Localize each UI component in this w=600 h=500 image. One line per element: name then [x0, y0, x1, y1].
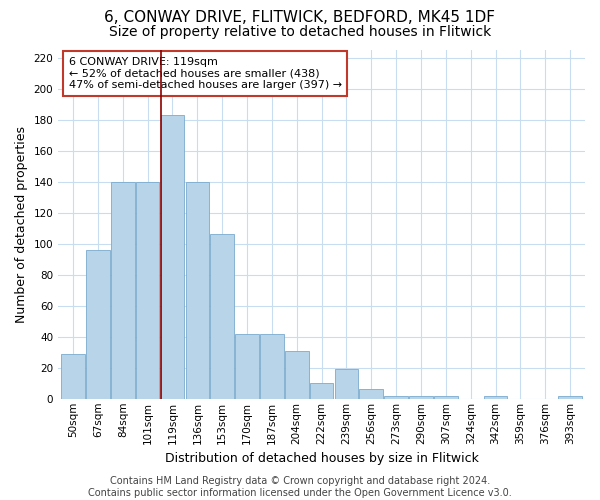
Bar [285, 350, 308, 399]
Bar [211, 234, 234, 399]
Text: 6 CONWAY DRIVE: 119sqm
← 52% of detached houses are smaller (438)
47% of semi-de: 6 CONWAY DRIVE: 119sqm ← 52% of detached… [69, 57, 342, 90]
Bar [385, 396, 408, 399]
X-axis label: Distribution of detached houses by size in Flitwick: Distribution of detached houses by size … [164, 452, 479, 465]
Text: Contains HM Land Registry data © Crown copyright and database right 2024.
Contai: Contains HM Land Registry data © Crown c… [88, 476, 512, 498]
Bar [185, 182, 209, 399]
Text: 6, CONWAY DRIVE, FLITWICK, BEDFORD, MK45 1DF: 6, CONWAY DRIVE, FLITWICK, BEDFORD, MK45… [104, 10, 496, 25]
Text: Size of property relative to detached houses in Flitwick: Size of property relative to detached ho… [109, 25, 491, 39]
Bar [409, 396, 433, 399]
Bar [260, 334, 284, 399]
Bar [335, 370, 358, 399]
Bar [310, 384, 334, 399]
Bar [235, 334, 259, 399]
Bar [86, 250, 110, 399]
Bar [558, 396, 582, 399]
Bar [111, 182, 134, 399]
Y-axis label: Number of detached properties: Number of detached properties [15, 126, 28, 323]
Bar [61, 354, 85, 399]
Bar [359, 390, 383, 399]
Bar [161, 115, 184, 399]
Bar [484, 396, 508, 399]
Bar [434, 396, 458, 399]
Bar [136, 182, 160, 399]
